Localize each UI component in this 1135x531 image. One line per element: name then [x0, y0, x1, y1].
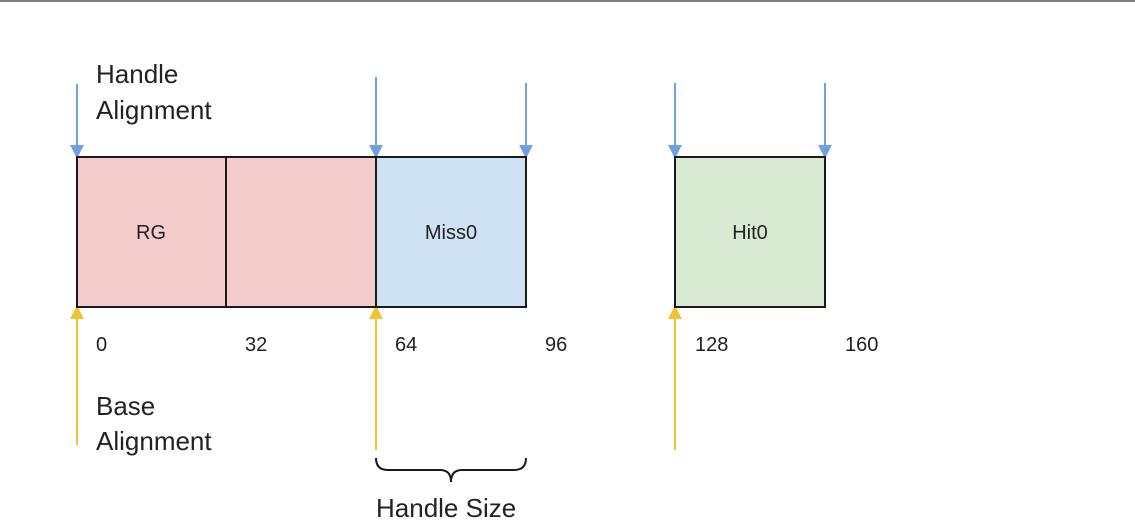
tick-label-128: 128: [695, 334, 728, 356]
tick-label-64: 64: [395, 334, 417, 356]
base-alignment-label-line2: Alignment: [96, 426, 212, 456]
tick-label-96: 96: [545, 334, 567, 356]
cell-label-miss0: Miss0: [425, 222, 477, 244]
tick-label-32: 32: [245, 334, 267, 356]
cell-hit0: [674, 156, 826, 308]
cell-miss0: [375, 156, 527, 308]
cell-label-hit0: Hit0: [732, 222, 768, 244]
cell-label-rg: RG: [136, 222, 166, 244]
handle-size-brace: [375, 457, 527, 483]
cell-rg-second: [225, 156, 377, 308]
handle-size-label: Handle Size: [376, 493, 516, 523]
handle-alignment-label-line1: Handle: [96, 59, 178, 89]
base-alignment-label-line1: Base: [96, 391, 155, 421]
tick-label-160: 160: [845, 334, 878, 356]
tick-label-0: 0: [96, 334, 107, 356]
handle-alignment-label-line2: Alignment: [96, 95, 212, 125]
